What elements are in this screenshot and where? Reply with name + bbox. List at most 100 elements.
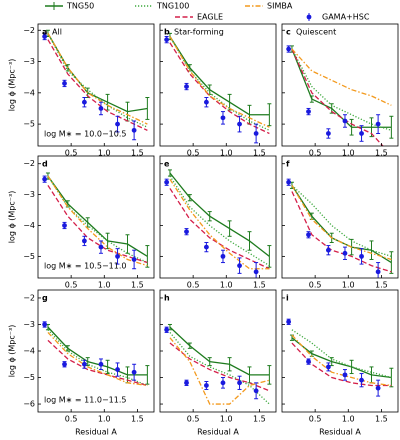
series-line [291, 48, 392, 106]
series-line [169, 172, 270, 257]
series-line [47, 33, 148, 113]
data-point [115, 253, 120, 259]
error-bar [207, 211, 212, 222]
error-bar [105, 359, 110, 375]
series-line [291, 48, 392, 131]
series-line [169, 42, 270, 135]
x-axis-label: Residual A [319, 428, 361, 437]
data-point [237, 263, 242, 269]
data-point [164, 179, 170, 185]
series-line [169, 332, 270, 405]
data-point [326, 131, 331, 136]
data-point [42, 176, 48, 182]
x-tick-label: 0.5 [187, 281, 200, 290]
y-axis-label: log ϕ (Mpc⁻³) [8, 191, 17, 244]
x-tick-label: 0.5 [65, 415, 78, 424]
series-line [47, 39, 148, 131]
data-point [359, 253, 364, 259]
error-bar [247, 231, 252, 251]
data-point [237, 121, 242, 127]
data-point [204, 383, 209, 388]
series-line [169, 175, 270, 267]
data-point [375, 121, 381, 127]
y-tick-label: −4 [23, 347, 35, 356]
panel: 0.5 1.0 1.5 b Star-forming [159, 23, 277, 158]
error-bar [145, 245, 150, 268]
y-tick-label: −5 [23, 252, 35, 261]
data-point [306, 232, 311, 238]
data-point [164, 37, 170, 43]
error-bar [389, 115, 394, 139]
x-tick-label: 0.5 [187, 149, 200, 158]
annotation: log M∗ = 10.5−11.0 [44, 262, 126, 271]
series-line [169, 36, 270, 116]
x-tick-label: 1.0 [220, 149, 233, 158]
series-line [169, 36, 270, 128]
error-bar [369, 240, 374, 260]
x-tick-label: 1.5 [253, 281, 266, 290]
data-point [204, 99, 209, 105]
legend-label: SIMBA [267, 2, 293, 11]
series-line [169, 326, 270, 376]
error-bar [267, 103, 272, 127]
data-point [131, 127, 137, 133]
x-tick-label: 1.5 [375, 281, 388, 290]
series-line [291, 184, 392, 264]
x-tick-label: 1.5 [253, 415, 266, 424]
data-point [98, 106, 104, 111]
data-point [204, 244, 209, 250]
data-point [359, 131, 364, 136]
x-tick-label: 0.5 [65, 149, 78, 158]
data-point [184, 84, 189, 89]
error-bar [267, 245, 272, 268]
series-line [47, 33, 148, 125]
panel-frame [159, 23, 277, 147]
data-point [220, 253, 226, 259]
panel-label: h [164, 294, 170, 303]
y-tick-label: −4 [23, 88, 35, 97]
legend-label: TNG50 [66, 2, 94, 11]
x-tick-label: 1.5 [375, 415, 388, 424]
panel-frame [159, 289, 277, 413]
x-axis-label: Residual A [197, 428, 239, 437]
x-tick-label: 1.0 [220, 281, 233, 290]
panel-frame [281, 23, 399, 147]
data-point [375, 385, 381, 391]
panel: 0.5 1.0 1.5 f [281, 155, 399, 290]
x-tick-label: 1.5 [375, 149, 388, 158]
data-point [253, 269, 259, 275]
panel-frame [281, 155, 399, 279]
series-line [291, 337, 392, 379]
error-bar [187, 194, 192, 202]
series-line [47, 175, 148, 257]
y-tick-label: −2 [23, 159, 35, 168]
data-point [342, 118, 348, 124]
series-line [291, 329, 392, 379]
y-axis-label: log ϕ (Mpc⁻³) [8, 325, 17, 378]
x-tick-label: 1.5 [253, 149, 266, 158]
panel: 0.5 1.0 1.5 h Residual A [159, 289, 277, 437]
x-tick-label: 1.0 [342, 149, 355, 158]
data-point [98, 244, 104, 250]
series-line [47, 329, 148, 387]
data-point [115, 121, 120, 127]
legend-label: EAGLE [197, 13, 223, 22]
series-line [169, 337, 270, 405]
annotation: log M∗ = 11.0−11.5 [44, 396, 126, 405]
panel-label: a [42, 28, 47, 37]
series-line [47, 326, 148, 376]
data-point [82, 361, 87, 367]
data-point [220, 115, 226, 121]
panel-title: Quiescent [296, 28, 336, 37]
plot-area [286, 45, 394, 146]
data-point [342, 250, 348, 256]
series-line [47, 175, 148, 264]
x-tick-label: 0.5 [309, 149, 322, 158]
error-bar [267, 365, 272, 385]
error-bar [125, 234, 130, 254]
error-bar [349, 118, 354, 136]
series-line [47, 339, 148, 387]
data-point [131, 369, 137, 375]
x-tick-label: 1.0 [98, 415, 111, 424]
